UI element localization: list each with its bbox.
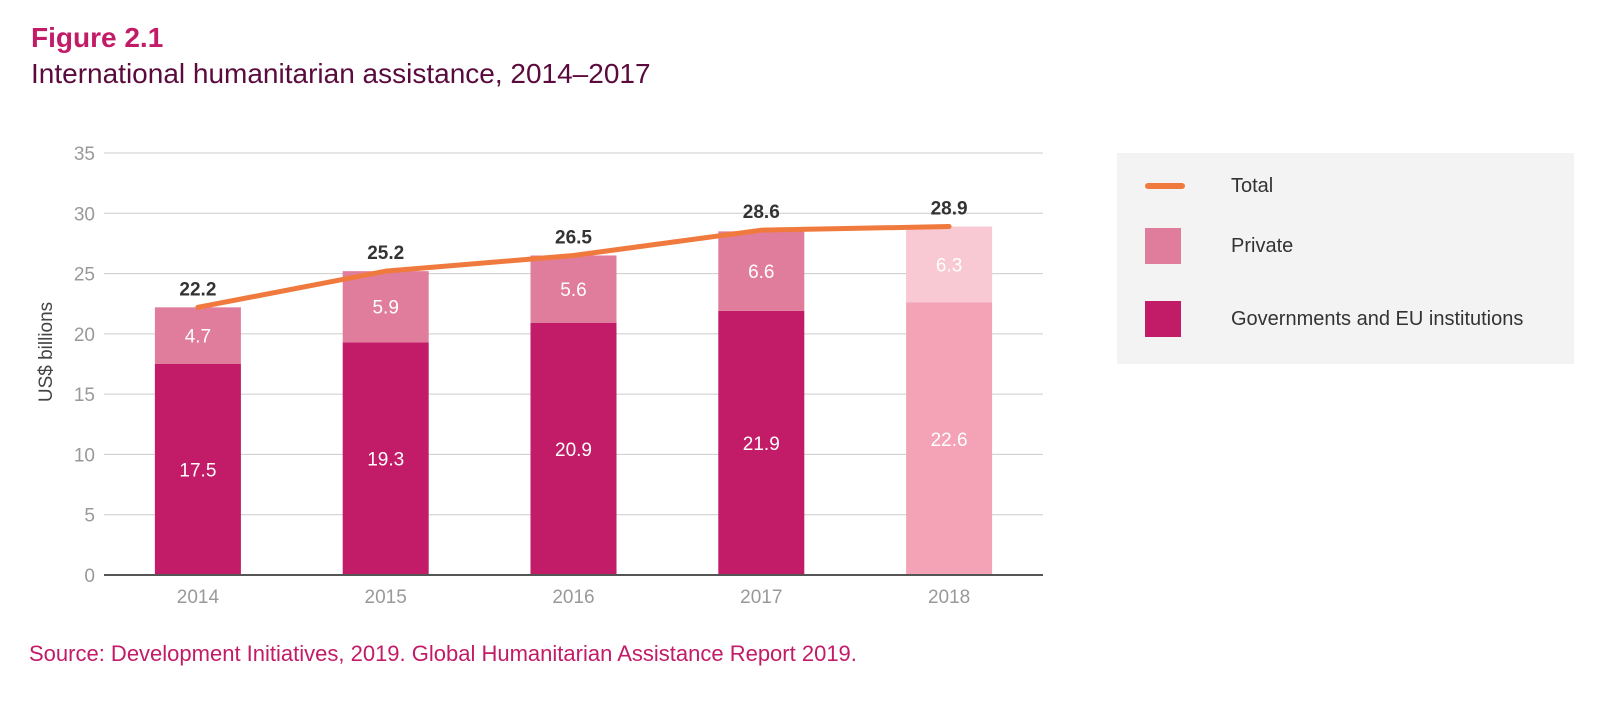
data-label-total: 28.9 — [931, 199, 968, 220]
bar-governments — [530, 323, 617, 575]
x-tick-label: 2016 — [552, 587, 594, 608]
y-axis-label: US$ billions — [36, 302, 57, 402]
x-tick-label: 2018 — [928, 587, 970, 608]
data-label-private: 6.3 — [936, 256, 962, 277]
y-tick-label: 10 — [74, 445, 95, 466]
data-label-total: 28.6 — [743, 202, 780, 223]
source-note: Source: Development Initiatives, 2019. G… — [29, 641, 857, 666]
bar-private — [154, 307, 241, 364]
bars: 17.5 4.7 19.3 5.9 20.9 5.6 21.9 6.6 22.6 6.3 — [154, 226, 993, 575]
legend-swatch-private — [1145, 228, 1181, 264]
data-label-governments: 20.9 — [555, 440, 592, 461]
bar-private — [906, 226, 993, 303]
data-label-total: 25.2 — [367, 243, 404, 264]
legend-label-governments: Governments and EU institutions — [1231, 307, 1524, 330]
y-axis-ticks: 0 5 10 15 20 25 30 35 — [74, 144, 95, 587]
legend-swatch-total — [1145, 183, 1185, 189]
bar-governments — [154, 364, 241, 575]
y-tick-label: 5 — [84, 506, 95, 527]
bar-governments — [906, 302, 993, 575]
legend-swatch-governments — [1145, 301, 1181, 337]
y-tick-label: 15 — [74, 385, 95, 406]
bar-governments — [718, 310, 805, 575]
data-label-governments: 22.6 — [931, 430, 968, 451]
data-label-private: 5.6 — [560, 280, 586, 301]
data-label-governments: 17.5 — [179, 461, 216, 482]
y-tick-label: 30 — [74, 204, 95, 225]
figure-label: Figure 2.1 — [31, 22, 164, 53]
figure-title: International humanitarian assistance, 2… — [31, 58, 651, 89]
legend-label-private: Private — [1231, 234, 1294, 257]
total-line-layer: 22.2 25.2 26.5 28.6 28.9 — [179, 199, 968, 310]
bar-private — [718, 231, 805, 311]
data-label-governments: 21.9 — [743, 434, 780, 455]
x-axis-ticks: 2014 2015 2016 2017 2018 — [177, 587, 970, 608]
x-tick-label: 2017 — [740, 587, 782, 608]
data-label-total: 22.2 — [179, 279, 216, 300]
bar-private — [530, 255, 617, 324]
data-label-private: 5.9 — [372, 298, 398, 319]
legend-label-total: Total — [1231, 174, 1274, 197]
bar-private — [342, 271, 429, 343]
data-label-total: 26.5 — [555, 227, 592, 248]
x-tick-label: 2015 — [365, 587, 407, 608]
legend: Total Private Governments and EU institu… — [1117, 153, 1574, 364]
y-tick-label: 25 — [74, 265, 95, 286]
total-line — [195, 224, 952, 310]
x-tick-label: 2014 — [177, 587, 220, 608]
bar-governments — [342, 342, 429, 575]
data-label-private: 4.7 — [185, 327, 211, 348]
data-label-governments: 19.3 — [367, 450, 404, 471]
y-tick-label: 35 — [74, 144, 95, 165]
y-tick-label: 0 — [84, 566, 95, 587]
data-label-private: 6.6 — [748, 262, 774, 283]
y-tick-label: 20 — [74, 325, 95, 346]
